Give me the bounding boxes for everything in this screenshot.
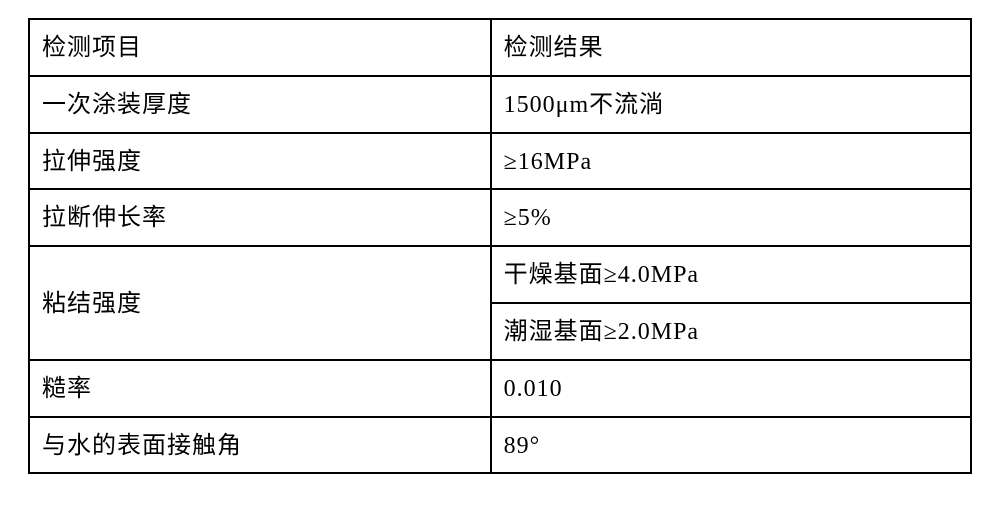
- row-label: 拉断伸长率: [29, 189, 491, 246]
- row-value: 1500μm不流淌: [491, 76, 971, 133]
- header-cell-item: 检测项目: [29, 19, 491, 76]
- row-value: 89°: [491, 417, 971, 474]
- row-label: 糙率: [29, 360, 491, 417]
- row-value: ≥16MPa: [491, 133, 971, 190]
- row-value: 潮湿基面≥2.0MPa: [491, 303, 971, 360]
- row-label: 与水的表面接触角: [29, 417, 491, 474]
- table-row: 拉伸强度 ≥16MPa: [29, 133, 971, 190]
- spec-table: 检测项目 检测结果 一次涂装厚度 1500μm不流淌 拉伸强度 ≥16MPa 拉…: [28, 18, 972, 474]
- table-row: 与水的表面接触角 89°: [29, 417, 971, 474]
- row-label: 一次涂装厚度: [29, 76, 491, 133]
- row-value: 干燥基面≥4.0MPa: [491, 246, 971, 303]
- row-label: 拉伸强度: [29, 133, 491, 190]
- table-header-row: 检测项目 检测结果: [29, 19, 971, 76]
- row-value: 0.010: [491, 360, 971, 417]
- row-label: 粘结强度: [29, 246, 491, 360]
- table-row: 一次涂装厚度 1500μm不流淌: [29, 76, 971, 133]
- table-row: 拉断伸长率 ≥5%: [29, 189, 971, 246]
- table-row: 粘结强度 干燥基面≥4.0MPa: [29, 246, 971, 303]
- row-value: ≥5%: [491, 189, 971, 246]
- header-cell-result: 检测结果: [491, 19, 971, 76]
- table-row: 糙率 0.010: [29, 360, 971, 417]
